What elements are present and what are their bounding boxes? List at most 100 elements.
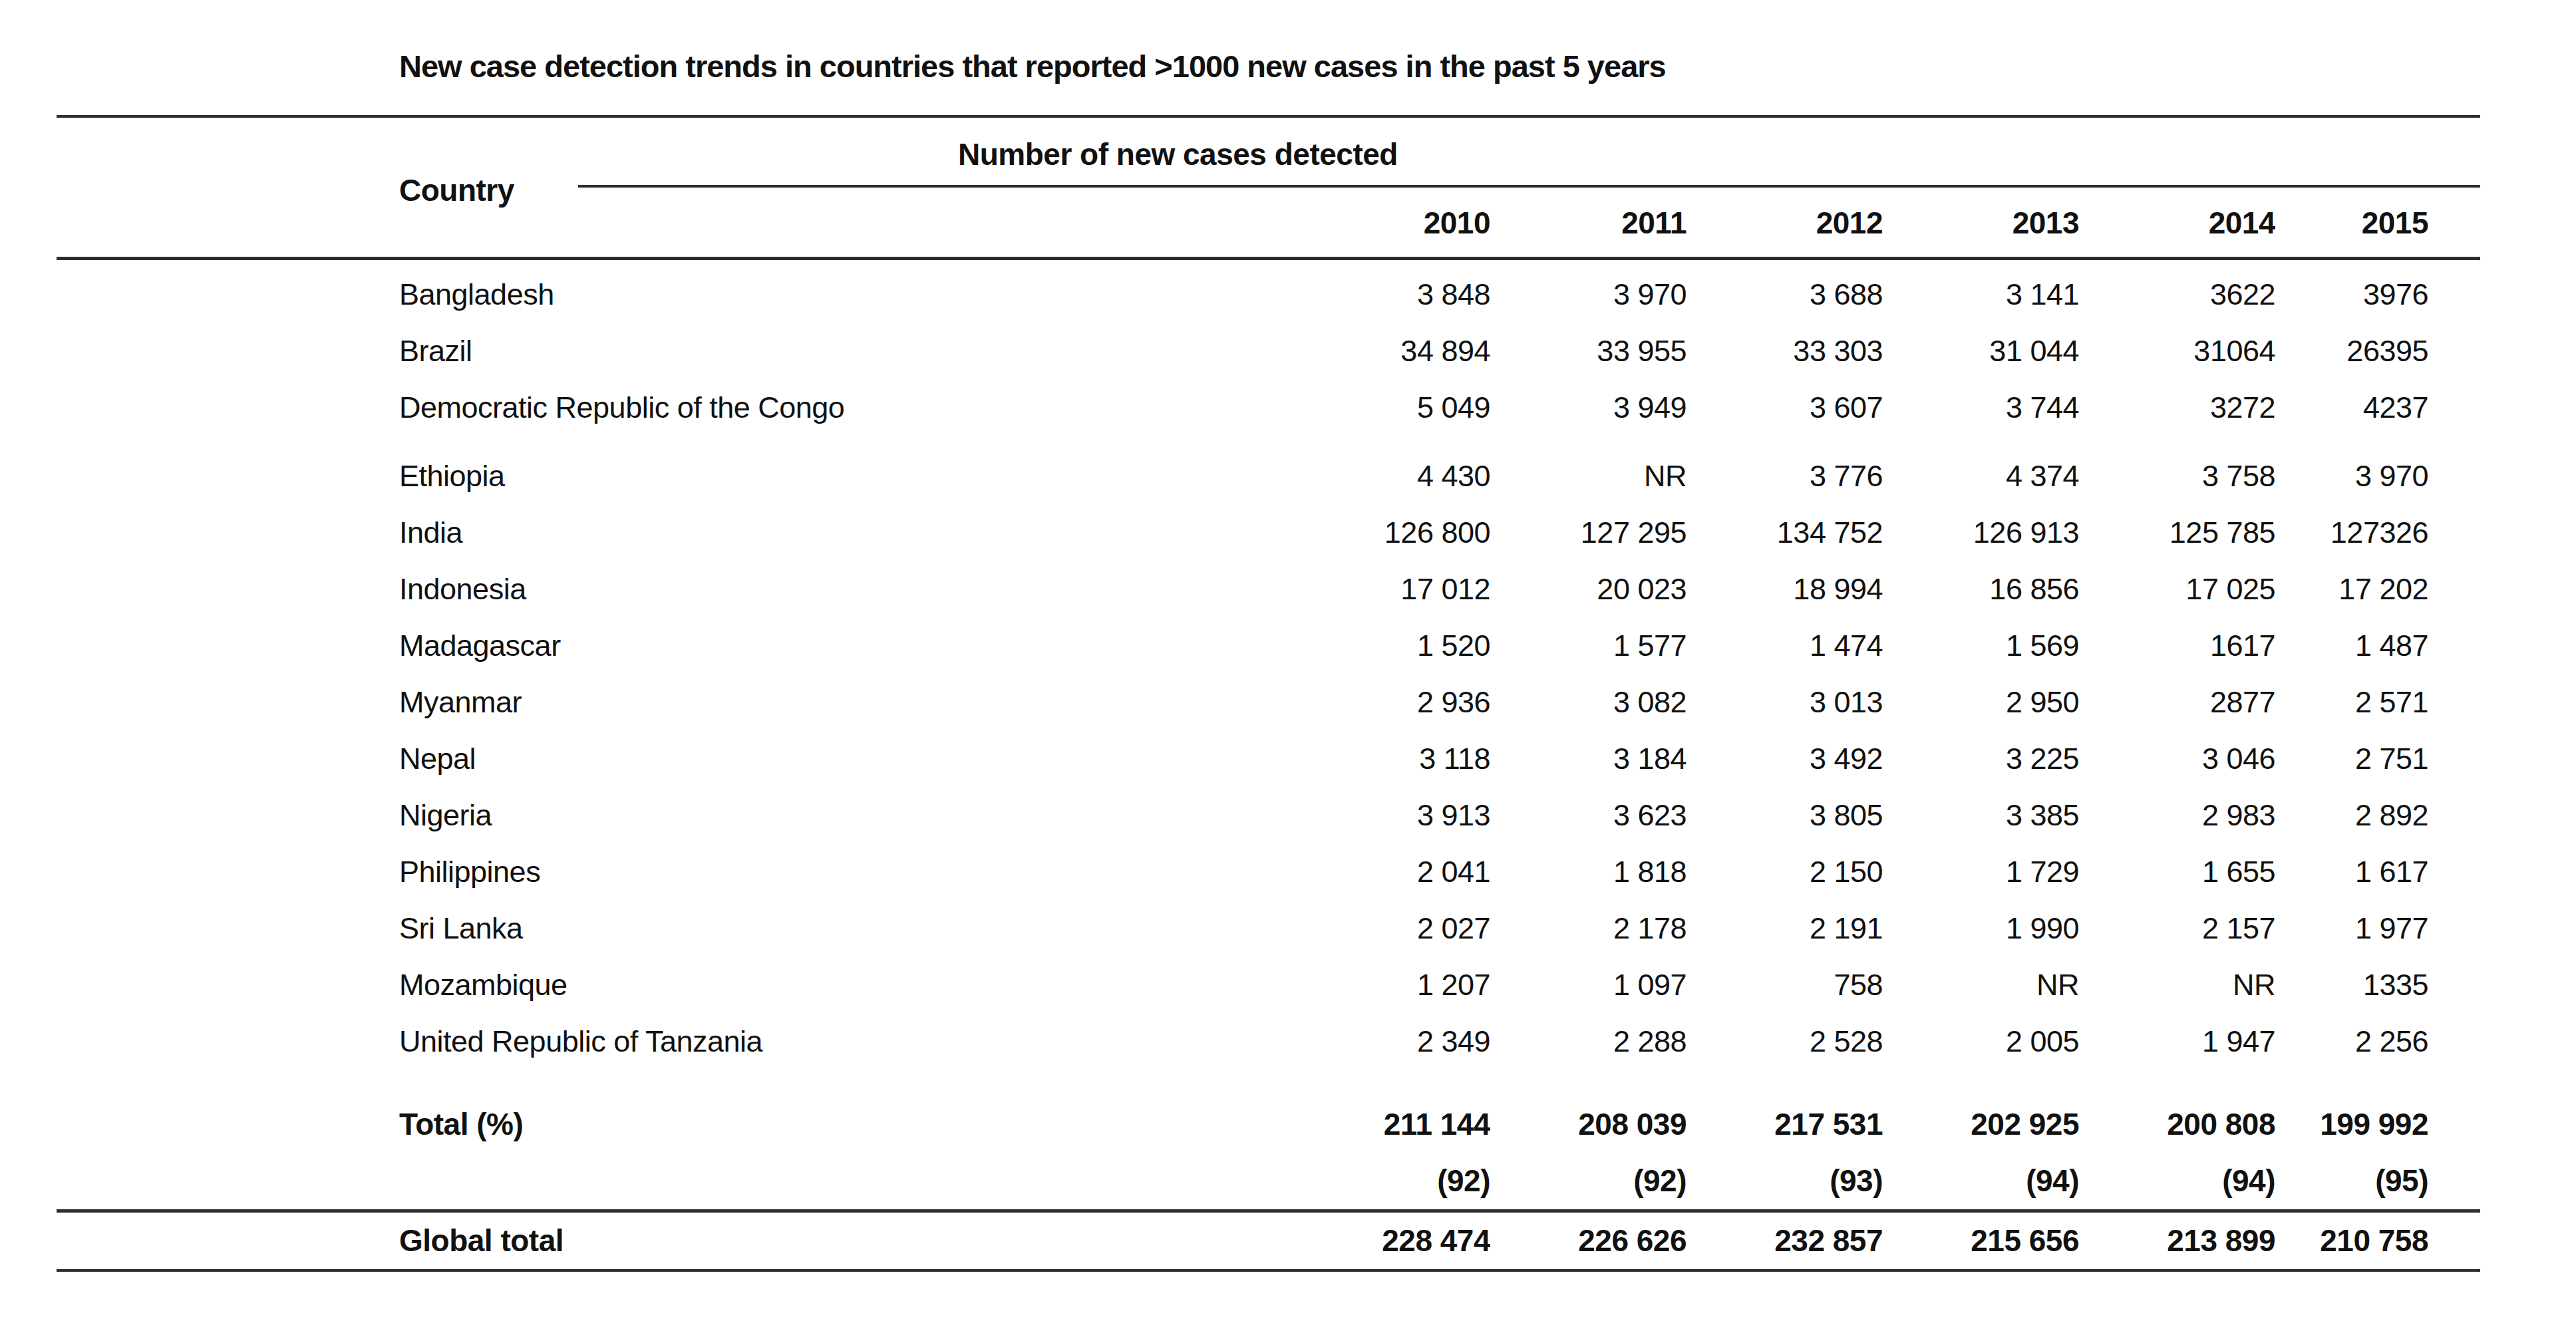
value-cell: 199 992 <box>2275 1096 2480 1153</box>
value-cell: 2 005 <box>1883 1013 2079 1070</box>
value-cell: 3 492 <box>1687 730 1883 787</box>
value-cell: 228 474 <box>1244 1213 1490 1269</box>
country-cell <box>57 1153 1244 1209</box>
value-cell: 232 857 <box>1687 1213 1883 1269</box>
year-header-cell: 2012 <box>1687 200 1883 246</box>
value-cell: 31 044 <box>1883 323 2079 379</box>
value-cell: 202 925 <box>1883 1096 2079 1153</box>
table-row: Nepal3 1183 1843 4923 2253 0462 751 <box>57 730 2480 787</box>
value-cell: 1 990 <box>1883 900 2079 957</box>
value-cell: 1 207 <box>1244 957 1490 1013</box>
value-cell: 1 947 <box>2079 1013 2275 1070</box>
value-cell: 217 531 <box>1687 1096 1883 1153</box>
value-cell: 1 577 <box>1490 617 1687 674</box>
value-cell: 210 758 <box>2275 1213 2480 1269</box>
country-cell: Nepal <box>57 730 1244 787</box>
value-cell: 1 569 <box>1883 617 2079 674</box>
value-cell: 2 528 <box>1687 1013 1883 1070</box>
value-cell: NR <box>1490 448 1687 504</box>
table-row: Ethiopia4 430NR3 7764 3743 7583 970 <box>57 448 2480 504</box>
value-cell: 17 012 <box>1244 561 1490 617</box>
value-cell: 16 856 <box>1883 561 2079 617</box>
table-row: Indonesia17 01220 02318 99416 85617 0251… <box>57 561 2480 617</box>
value-cell: 2 349 <box>1244 1013 1490 1070</box>
value-cell: 18 994 <box>1687 561 1883 617</box>
value-cell: 2 892 <box>2275 787 2480 843</box>
value-cell: 2 256 <box>2275 1013 2480 1070</box>
year-header-spacer-cell <box>57 200 1244 246</box>
value-cell: 125 785 <box>2079 504 2275 561</box>
year-header-cell: 2011 <box>1490 200 1687 246</box>
country-cell: Total (%) <box>57 1096 1244 1153</box>
value-cell: 3 623 <box>1490 787 1687 843</box>
value-cell: 2 571 <box>2275 674 2480 730</box>
cases-table: Country Number of new cases detected 201… <box>57 0 2480 1325</box>
value-cell: 4237 <box>2275 379 2480 436</box>
value-cell: 200 808 <box>2079 1096 2275 1153</box>
year-header-cell: 2010 <box>1244 200 1490 246</box>
value-cell: 3 970 <box>1490 266 1687 323</box>
value-cell: 3 225 <box>1883 730 2079 787</box>
value-cell: 3 184 <box>1490 730 1687 787</box>
country-cell: Madagascar <box>57 617 1244 674</box>
table-row: Madagascar1 5201 5771 4741 56916171 487 <box>57 617 2480 674</box>
year-header-cell: 2015 <box>2275 200 2480 246</box>
table-row: Sri Lanka2 0272 1782 1911 9902 1571 977 <box>57 900 2480 957</box>
header-bottom-rule <box>57 257 2480 260</box>
table-row: Mozambique1 2071 097758NRNR1335 <box>57 957 2480 1013</box>
value-cell: 126 913 <box>1883 504 2079 561</box>
year-header-row: 201020112012201320142015 <box>57 200 2480 246</box>
value-cell: 226 626 <box>1490 1213 1687 1269</box>
value-cell: 127326 <box>2275 504 2480 561</box>
table-bottom-rule <box>57 1269 2480 1272</box>
value-cell: 3 805 <box>1687 787 1883 843</box>
table-row: Democratic Republic of the Congo5 0493 9… <box>57 379 2480 436</box>
value-cell: 2 157 <box>2079 900 2275 957</box>
value-cell: 3272 <box>2079 379 2275 436</box>
value-cell: 2 150 <box>1687 843 1883 900</box>
value-cell: 3 141 <box>1883 266 2079 323</box>
value-cell: (92) <box>1244 1153 1490 1209</box>
table-row: Myanmar2 9363 0823 0132 95028772 571 <box>57 674 2480 730</box>
table-row: Brazil34 89433 95533 30331 0443106426395 <box>57 323 2480 379</box>
country-cell: Philippines <box>57 843 1244 900</box>
value-cell: 215 656 <box>1883 1213 2079 1269</box>
value-cell: 3 913 <box>1244 787 1490 843</box>
global-total-row: Global total228 474226 626232 857215 656… <box>57 1213 2480 1269</box>
table-top-rule <box>57 115 2480 118</box>
country-cell: Myanmar <box>57 674 1244 730</box>
country-cell: Indonesia <box>57 561 1244 617</box>
country-cell: Global total <box>57 1213 1244 1269</box>
value-cell: NR <box>1883 957 2079 1013</box>
value-cell: 3 744 <box>1883 379 2079 436</box>
group-gap <box>57 436 2480 448</box>
table-row: Bangladesh3 8483 9703 6883 14136223976 <box>57 266 2480 323</box>
value-cell: 2 178 <box>1490 900 1687 957</box>
value-cell: 17 025 <box>2079 561 2275 617</box>
value-cell: 3 848 <box>1244 266 1490 323</box>
value-cell: (92) <box>1490 1153 1687 1209</box>
table-row: United Republic of Tanzania2 3492 2882 5… <box>57 1013 2480 1070</box>
country-cell: United Republic of Tanzania <box>57 1013 1244 1070</box>
value-cell: 3 758 <box>2079 448 2275 504</box>
country-cell: Nigeria <box>57 787 1244 843</box>
value-cell: 1617 <box>2079 617 2275 674</box>
value-cell: 2 191 <box>1687 900 1883 957</box>
group-column-header: Number of new cases detected <box>958 136 1398 173</box>
value-cell: 2 950 <box>1883 674 2079 730</box>
value-cell: 208 039 <box>1490 1096 1687 1153</box>
value-cell: 1 520 <box>1244 617 1490 674</box>
value-cell: 3 970 <box>2275 448 2480 504</box>
value-cell: 1 617 <box>2275 843 2480 900</box>
value-cell: 3 607 <box>1687 379 1883 436</box>
country-cell: Brazil <box>57 323 1244 379</box>
value-cell: 4 374 <box>1883 448 2079 504</box>
value-cell: (94) <box>2079 1153 2275 1209</box>
value-cell: 17 202 <box>2275 561 2480 617</box>
year-header-cell: 2013 <box>1883 200 2079 246</box>
value-cell: 758 <box>1687 957 1883 1013</box>
country-cell: Ethiopia <box>57 448 1244 504</box>
year-header-cell: 2014 <box>2079 200 2275 246</box>
value-cell: 33 303 <box>1687 323 1883 379</box>
value-cell: 34 894 <box>1244 323 1490 379</box>
